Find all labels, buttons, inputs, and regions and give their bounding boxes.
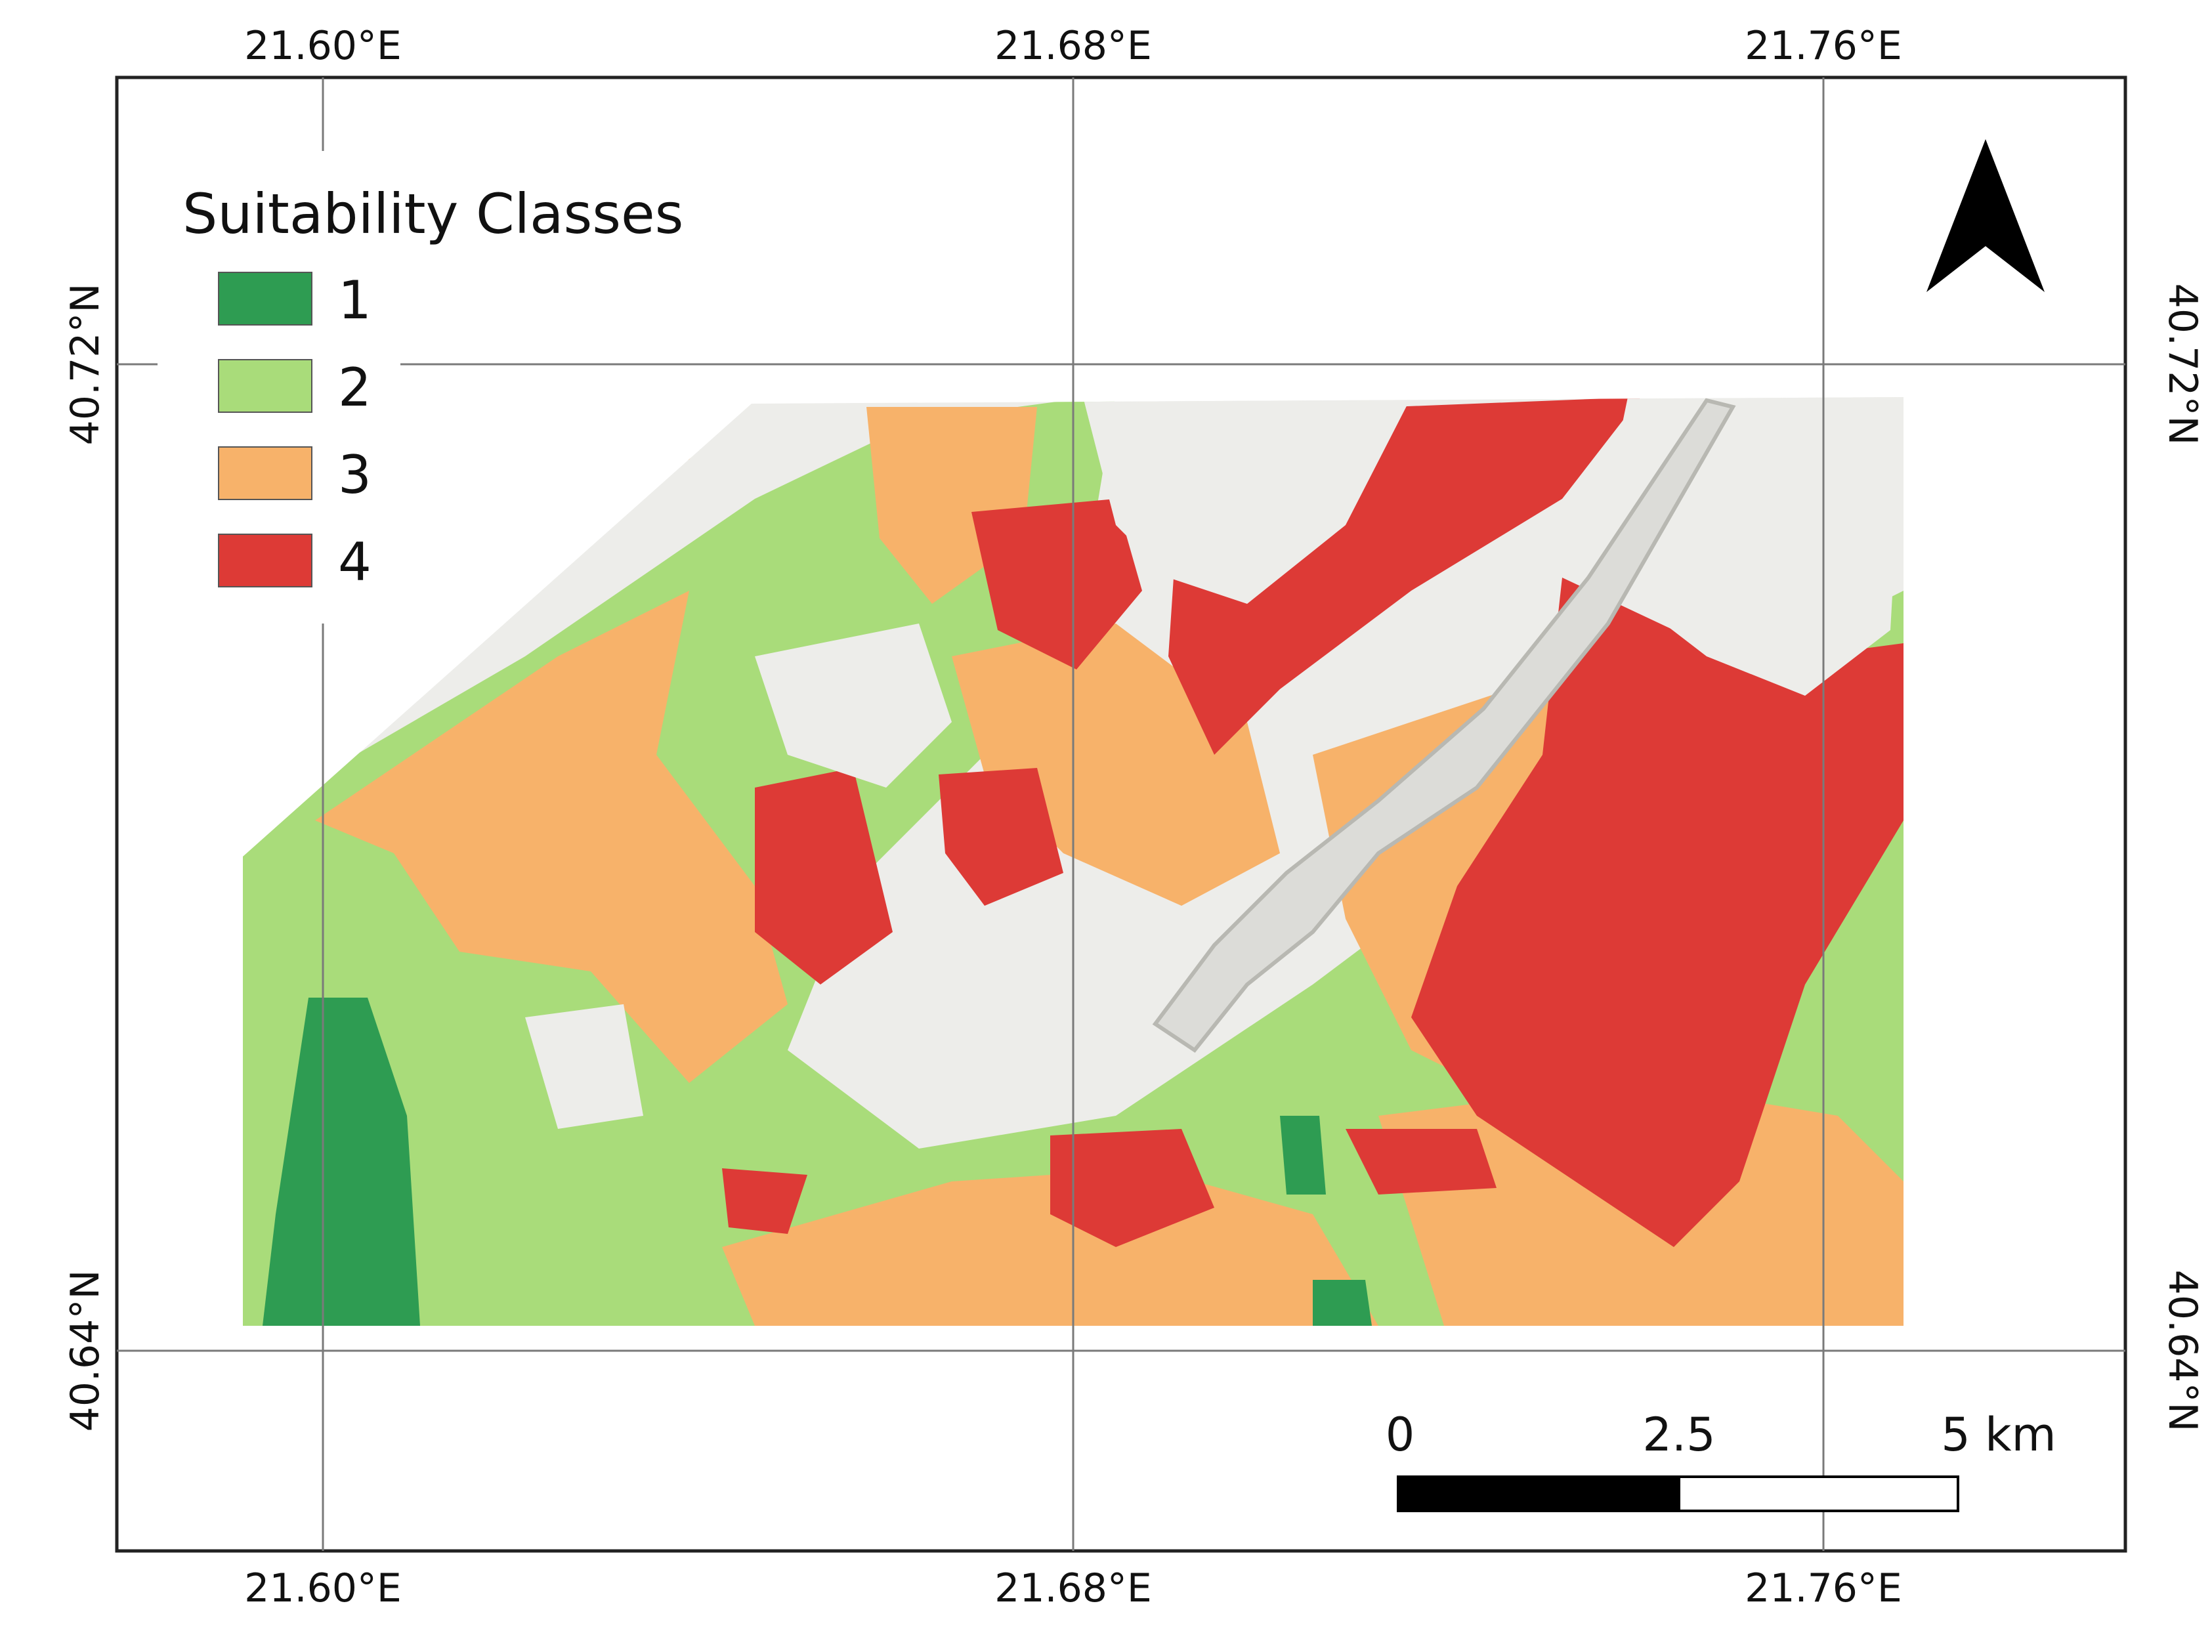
class-4-area xyxy=(722,1168,807,1234)
scale-bar-segment-light xyxy=(1678,1475,1959,1512)
class-1-area xyxy=(263,998,420,1326)
unclassified-area xyxy=(755,624,952,788)
north-arrow-icon xyxy=(1926,139,2045,292)
class-4-area xyxy=(1346,1129,1497,1195)
scale-bar: 0 2.5 5 km xyxy=(1386,1408,2056,1512)
legend-title: Suitability Classes xyxy=(182,182,683,246)
class-4-area xyxy=(755,768,893,985)
lon-label-bottom: 21.68°E xyxy=(994,1565,1152,1611)
class-1-area xyxy=(1313,1280,1372,1326)
graticule xyxy=(117,77,2125,1551)
scale-label-mid: 2.5 xyxy=(1642,1408,1715,1462)
lat-label-right: 40.64°N xyxy=(2159,1270,2205,1432)
mountain-ridge xyxy=(1152,398,1736,1053)
legend-label-class-3: 3 xyxy=(338,444,372,505)
lat-label-left: 40.72°N xyxy=(62,284,108,446)
legend-label-class-2: 2 xyxy=(338,357,372,418)
legend: Suitability Classes 1 2 3 4 xyxy=(158,151,683,624)
scale-bar-segment-dark xyxy=(1397,1475,1680,1512)
lon-label-bottom: 21.76°E xyxy=(1745,1565,1902,1611)
scale-label-end: 5 km xyxy=(1941,1408,2056,1462)
legend-swatch-class-3 xyxy=(218,446,312,500)
lat-label-right: 40.72°N xyxy=(2159,284,2205,446)
unclassified-valley xyxy=(1083,397,1411,604)
class-1-area xyxy=(1280,1116,1326,1195)
class-4-area xyxy=(939,768,1063,906)
class-4-area xyxy=(1411,578,1904,1247)
legend-swatch-class-2 xyxy=(218,359,312,413)
lat-label-left: 40.64°N xyxy=(62,1270,108,1432)
legend-label-class-1: 1 xyxy=(338,270,372,331)
lon-label-top: 21.60°E xyxy=(244,23,402,69)
unclassified-area xyxy=(525,1004,643,1129)
scale-label-0: 0 xyxy=(1386,1408,1415,1462)
legend-swatch-class-4 xyxy=(218,534,312,587)
legend-swatch-class-1 xyxy=(218,272,312,326)
lon-label-top: 21.76°E xyxy=(1745,23,1902,69)
class-4-area xyxy=(1050,1129,1214,1247)
lon-label-top: 21.68°E xyxy=(994,23,1152,69)
class-4-area xyxy=(971,499,1142,669)
legend-label-class-4: 4 xyxy=(338,532,372,593)
lon-label-bottom: 21.60°E xyxy=(244,1565,402,1611)
class-3-area xyxy=(315,591,788,1083)
